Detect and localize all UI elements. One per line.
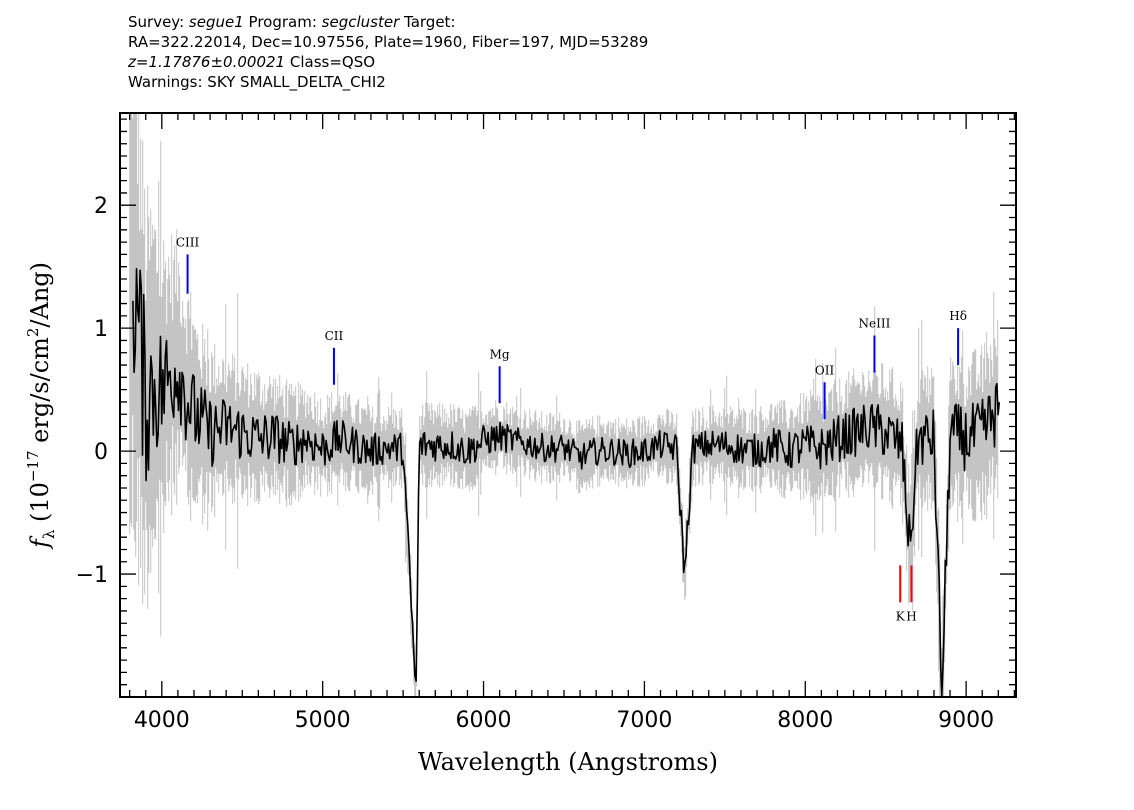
- y-axis-title-tail: /Ang): [26, 262, 54, 328]
- program-value: segcluster: [321, 13, 400, 31]
- y-tick-label: 2: [94, 194, 108, 219]
- line-label-3: OII: [815, 363, 835, 377]
- flux-line: [132, 267, 1001, 698]
- line-label-4: NeIII: [859, 317, 891, 331]
- x-tick-label: 8000: [777, 708, 833, 733]
- line-markers: CIII CII Mg OII NeIII Hδ K H: [176, 235, 967, 623]
- y-axis-title: fλ (10−17 erg/s/cm2/Ang): [24, 262, 58, 550]
- noise-band: [129, 113, 999, 697]
- header-line-survey: Survey: segue1 Program: segcluster Targe…: [128, 12, 1028, 32]
- x-tick-label: 7000: [616, 708, 672, 733]
- line-label-6: K: [896, 609, 906, 623]
- target-label: Target:: [404, 13, 456, 31]
- y-tick-label: 0: [94, 440, 108, 465]
- y-axis-title-rest: erg/s/cm: [26, 337, 54, 451]
- y-axis-title-main: (10: [26, 482, 54, 530]
- x-axis-title: Wavelength (Angstroms): [418, 748, 718, 776]
- line-label-5: Hδ: [949, 309, 967, 323]
- line-label-1: CII: [325, 329, 344, 343]
- x-tick-labels: 4000 5000 6000 7000 8000 9000: [134, 708, 994, 733]
- survey-value: segue1: [188, 13, 244, 31]
- y-axis-title-sub: λ: [40, 529, 58, 539]
- y-tick-label: 1: [94, 317, 108, 342]
- plot-frame: [119, 112, 1017, 698]
- program-label: Program:: [248, 13, 317, 31]
- y-axis-title-exp: −17: [24, 450, 42, 482]
- line-label-2: Mg: [490, 347, 510, 361]
- y-tick-labels: −1 0 1 2: [76, 194, 108, 588]
- line-label-0: CIII: [176, 235, 200, 249]
- noise-series: [129, 113, 999, 697]
- axis-ticks: [120, 113, 1016, 698]
- flux-series: [132, 267, 1001, 698]
- line-label-7: H: [906, 609, 916, 623]
- header-line-coordinates: RA=322.22014, Dec=10.97556, Plate=1960, …: [128, 33, 649, 51]
- y-axis-title-exp2: 2: [24, 328, 42, 338]
- redshift-value: z=1.17876±0.00021: [128, 53, 286, 71]
- x-tick-label: 4000: [134, 708, 190, 733]
- survey-label: Survey:: [128, 13, 185, 31]
- tick-marks: [120, 113, 1016, 698]
- y-tick-label: −1: [76, 563, 108, 588]
- x-tick-label: 6000: [456, 708, 512, 733]
- class-value: Class=QSO: [289, 53, 376, 71]
- x-tick-label: 9000: [938, 708, 994, 733]
- x-tick-label: 5000: [295, 708, 351, 733]
- header-line-redshift: z=1.17876±0.00021 Class=QSO: [128, 52, 1028, 72]
- header-line-warnings: Warnings: SKY SMALL_DELTA_CHI2: [128, 73, 386, 91]
- spectrum-header: Survey: segue1 Program: segcluster Targe…: [128, 12, 1028, 92]
